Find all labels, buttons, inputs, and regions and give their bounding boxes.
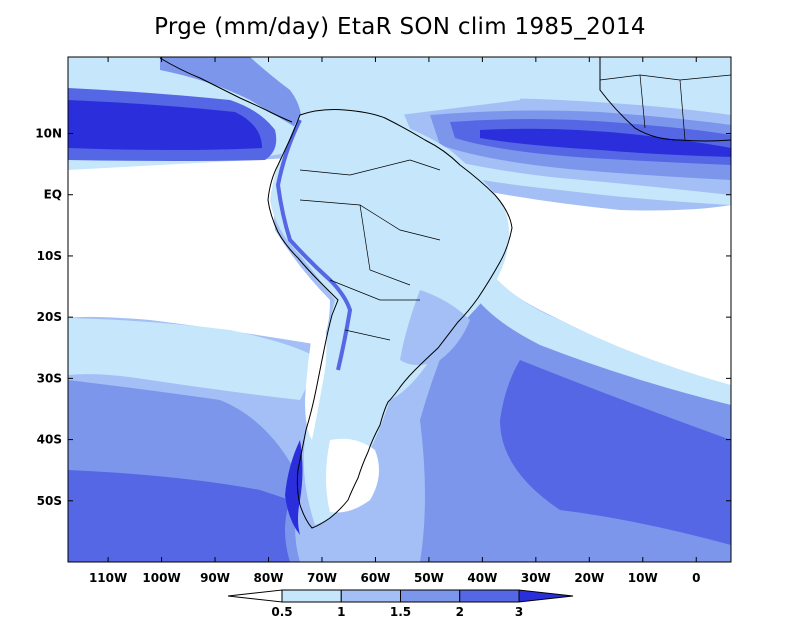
coastlines [159, 57, 731, 529]
pacific-dry-zone [68, 158, 330, 345]
lat-tick-label: 20S [37, 310, 62, 324]
colorbar-swatch [281, 589, 342, 603]
southern-andes-wet-strip [285, 440, 303, 535]
colorbar-level-label: 1.5 [390, 605, 411, 618]
lat-tick-label: 50S [37, 494, 62, 508]
lon-tick-label: 50W [414, 571, 444, 585]
lat-tick-label: 30S [37, 371, 62, 385]
andes-dry-strip [305, 300, 327, 440]
colorbar-level-label: 0.5 [271, 605, 292, 618]
lon-tick-label: 60W [360, 571, 390, 585]
axis-ticks: 10N EQ 10S 20S 30S 40S 50S 110W 100W 90W 80W 70W 60W… [35, 57, 731, 585]
andes-wet-ridge [275, 119, 353, 371]
lon-tick-label: 90W [200, 571, 230, 585]
lat-tick-label: 10N [35, 127, 62, 141]
colorbar-swatch [459, 589, 520, 603]
lat-tick-label: 40S [37, 433, 62, 447]
lon-tick-label: 80W [254, 571, 284, 585]
colorbar-high-triangle [518, 589, 574, 603]
south-pacific-band-3 [68, 470, 290, 562]
lon-tick-label: 110W [89, 571, 127, 585]
lon-tick-label: 10W [628, 571, 658, 585]
lon-tick-label: 70W [307, 571, 337, 585]
colorbar-swatch [400, 589, 461, 603]
itcz-pacific-core [68, 100, 262, 150]
lat-tick-label: EQ [44, 188, 62, 202]
lon-tick-label: 20W [574, 571, 604, 585]
colorbar: 0.5 1 1.5 2 3 [227, 589, 574, 618]
country-borders [299, 74, 731, 341]
map-frame [67, 56, 732, 563]
colorbar-level-label: 1 [337, 605, 345, 618]
precip-contours [68, 57, 731, 562]
atlantic-light-zone [470, 260, 731, 405]
lon-tick-label: 30W [521, 571, 551, 585]
southeast-brazil-band [400, 290, 470, 365]
colorbar-low-triangle [227, 589, 283, 603]
central-america-field [160, 57, 302, 130]
south-atlantic-band-3 [500, 360, 731, 545]
south-america-field [270, 110, 509, 526]
africa-coast [599, 57, 731, 142]
lon-tick-label: 40W [467, 571, 497, 585]
central-america-coast [159, 57, 293, 123]
pacific-light-zone [68, 318, 320, 400]
south-america-coast [267, 109, 513, 529]
lon-tick-label: 100W [142, 571, 180, 585]
map-title: Prge (mm/day) EtaR SON clim 1985_2014 [154, 14, 646, 40]
lat-tick-label: 10S [37, 249, 62, 263]
colorbar-swatch [340, 589, 401, 603]
itcz-atlantic-core [480, 128, 731, 157]
lon-tick-label: 0 [692, 571, 700, 585]
colorbar-level-label: 2 [456, 605, 464, 618]
colorbar-level-label: 3 [515, 605, 523, 618]
